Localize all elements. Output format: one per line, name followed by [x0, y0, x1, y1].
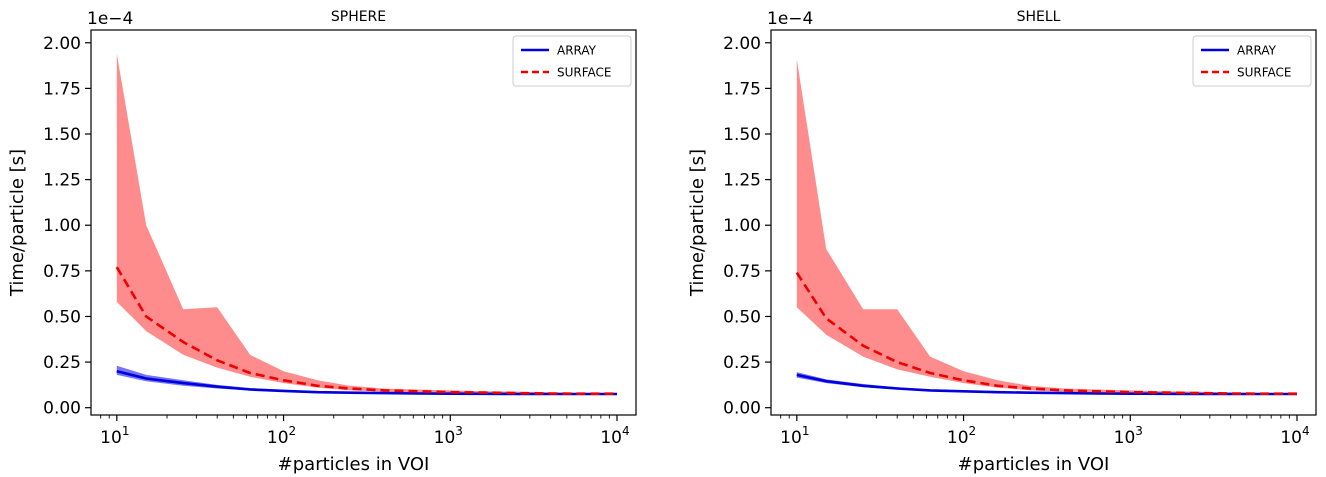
legend: ARRAY SURFACE — [1192, 35, 1312, 87]
y-tick-label: 0.75 — [43, 262, 81, 282]
plot-frame — [770, 29, 1317, 416]
x-tick-label: 103 — [434, 424, 463, 448]
y-tick-label: 1.50 — [43, 125, 81, 145]
legend: ARRAY SURFACE — [512, 35, 632, 87]
x-tick-label: 103 — [1114, 424, 1143, 448]
legend-label-array: ARRAY — [1237, 44, 1277, 58]
y-tick-label: 0.25 — [43, 353, 81, 373]
chart-panel-shell: 0.00 0.25 0.50 0.75 1.00 1.25 1.50 1.75 2.00 101 1… — [687, 9, 1317, 475]
y-tick-label: 1.00 — [43, 216, 81, 236]
y-tick-label: 1.75 — [723, 79, 761, 99]
legend-box — [1192, 35, 1312, 87]
y-multiplier: 1e−4 — [87, 9, 133, 29]
y-tick-label: 2.00 — [43, 34, 81, 54]
series-line-surface — [795, 271, 1297, 396]
x-tick-label: 101 — [100, 424, 129, 448]
chart-title: SPHERE — [331, 9, 386, 25]
y-tick-label: 1.75 — [43, 79, 81, 99]
plot-frame — [90, 29, 637, 416]
series-line-surface — [115, 266, 617, 396]
legend-label-surface: SURFACE — [1237, 66, 1292, 80]
x-tick-label: 104 — [600, 424, 629, 448]
y-tick-label: 1.25 — [723, 171, 761, 191]
y-tick-label: 0.25 — [723, 353, 761, 373]
y-tick-label: 0.50 — [723, 307, 761, 327]
band-surface — [796, 59, 1297, 395]
x-tick-label: 104 — [1280, 424, 1309, 448]
y-tick-label: 0.00 — [43, 399, 81, 419]
chart-panel-sphere: 0.00 0.25 0.50 0.75 1.00 1.25 1.50 1.75 2.00 101 1… — [7, 9, 637, 475]
y-tick-label: 1.00 — [723, 216, 761, 236]
y-tick-label: 0.50 — [43, 307, 81, 327]
y-tick-label: 0.00 — [723, 399, 761, 419]
legend-label-surface: SURFACE — [557, 66, 612, 80]
y-tick-label: 0.75 — [723, 262, 761, 282]
band-surface — [116, 53, 618, 395]
series-line-array — [796, 373, 1297, 396]
legend-box — [512, 35, 632, 87]
series-line-array — [116, 369, 617, 396]
x-tick-label: 102 — [267, 424, 296, 448]
y-axis-label: Time/particle [s] — [7, 149, 28, 297]
y-tick-label: 1.25 — [43, 171, 81, 191]
band-array — [796, 372, 1297, 395]
y-multiplier: 1e−4 — [767, 9, 813, 29]
x-tick-label: 101 — [780, 424, 809, 448]
y-axis-label: Time/particle [s] — [687, 149, 708, 297]
x-axis-label: #particles in VOI — [958, 454, 1110, 475]
band-array — [116, 365, 618, 395]
legend-label-array: ARRAY — [557, 44, 597, 58]
y-tick-label: 2.00 — [723, 34, 761, 54]
x-axis-label: #particles in VOI — [278, 454, 430, 475]
chart-title: SHELL — [1017, 9, 1061, 25]
x-tick-label: 102 — [947, 424, 976, 448]
y-tick-label: 1.50 — [723, 125, 761, 145]
